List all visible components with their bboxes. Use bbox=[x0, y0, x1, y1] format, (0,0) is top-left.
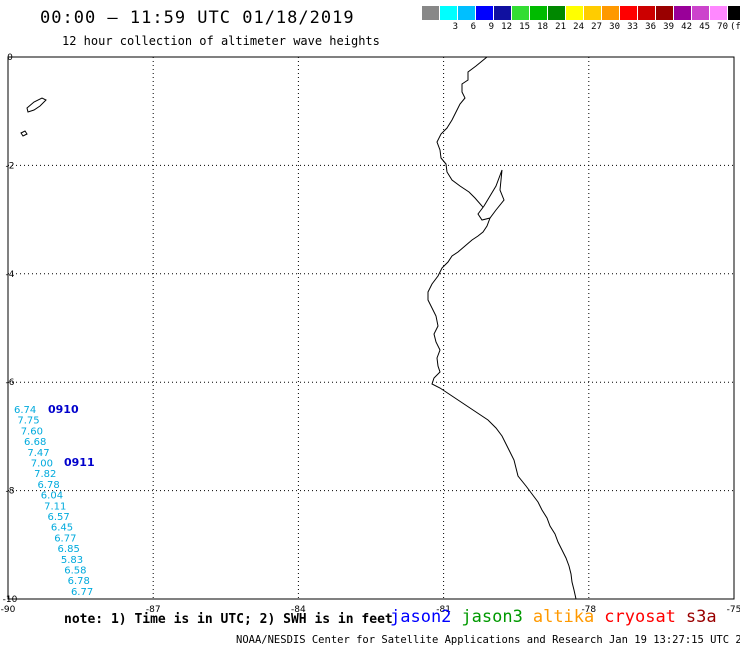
wave-height-label: 6.45 bbox=[51, 523, 73, 534]
y-tick-label: -6 bbox=[6, 378, 15, 388]
wave-height-label: 7.11 bbox=[44, 501, 66, 512]
legend-swatch bbox=[602, 6, 620, 20]
map-subtitle: 12 hour collection of altimeter wave hei… bbox=[62, 34, 380, 48]
satellite-jason2: jason2 bbox=[390, 607, 452, 627]
legend-label: 3 bbox=[452, 22, 458, 32]
legend-swatch bbox=[584, 6, 602, 20]
legend-swatch bbox=[494, 6, 512, 20]
wave-height-label: 7.75 bbox=[17, 416, 39, 427]
satellite-legend: jason2 jason3 altika cryosat s3a bbox=[390, 607, 727, 627]
galapagos-island bbox=[26, 97, 47, 113]
legend-label: 42 bbox=[681, 22, 692, 32]
wave-height-label: 6.77 bbox=[71, 587, 93, 598]
map-frame bbox=[7, 56, 735, 600]
legend-swatch bbox=[458, 6, 476, 20]
wave-height-label: 7.60 bbox=[21, 426, 43, 437]
legend-swatch bbox=[620, 6, 638, 20]
legend-swatch bbox=[548, 6, 566, 20]
x-tick-label: -78 bbox=[581, 605, 596, 615]
note-text: note: 1) Time is in UTC; 2) SWH is in fe… bbox=[64, 612, 393, 627]
map-title: 00:00 – 11:59 UTC 01/18/2019 bbox=[40, 8, 355, 28]
satellite-altika: altika bbox=[532, 607, 595, 627]
wave-height-label: 6.85 bbox=[58, 544, 80, 555]
y-tick-label: 0 bbox=[7, 53, 13, 63]
wave-height-label: 6.58 bbox=[64, 566, 86, 577]
wave-height-label: 6.04 bbox=[41, 491, 63, 502]
x-tick-label: -81 bbox=[436, 605, 451, 615]
wave-height-label: 6.57 bbox=[48, 512, 70, 523]
legend-label: 15 bbox=[519, 22, 530, 32]
legend-swatch bbox=[440, 6, 458, 20]
legend-unit: (ft) bbox=[730, 22, 740, 32]
wave-height-label: 6.78 bbox=[68, 576, 90, 587]
satellite-jason3: jason3 bbox=[461, 607, 523, 627]
axis-ticks: -90 -87 -84 -81 -78 -75 0 -2 -4 -6 -8 -10 bbox=[1, 53, 740, 615]
legend-label: 30 bbox=[609, 22, 620, 32]
legend-label: 27 bbox=[591, 22, 602, 32]
legend-label: 70 bbox=[717, 22, 728, 32]
legend-swatch bbox=[674, 6, 692, 20]
legend-label: 9 bbox=[488, 22, 494, 32]
x-tick-label: -75 bbox=[727, 605, 740, 615]
pass-time-label: 0910 bbox=[48, 403, 79, 416]
satellite-s3a: s3a bbox=[685, 607, 717, 627]
y-tick-label: -8 bbox=[6, 487, 15, 497]
legend-label: 6 bbox=[470, 22, 476, 32]
legend-swatch bbox=[710, 6, 728, 20]
legend-label: 39 bbox=[663, 22, 674, 32]
puna-island bbox=[477, 169, 505, 221]
y-tick-label: -2 bbox=[6, 161, 15, 171]
map-grid bbox=[8, 57, 734, 599]
coastline bbox=[20, 56, 577, 600]
galapagos-islet bbox=[20, 130, 28, 137]
x-tick-label: -87 bbox=[146, 605, 161, 615]
legend-swatch bbox=[476, 6, 494, 20]
coastline-path bbox=[427, 56, 577, 600]
y-tick-label: -10 bbox=[3, 595, 18, 605]
legend-swatch bbox=[638, 6, 656, 20]
x-tick-label: -84 bbox=[291, 605, 306, 615]
satellite-cryosat: cryosat bbox=[604, 607, 676, 627]
legend-label: 12 bbox=[501, 22, 512, 32]
color-legend bbox=[422, 6, 740, 20]
legend-swatch bbox=[692, 6, 710, 20]
pass-time-label: 0911 bbox=[64, 456, 95, 469]
wave-height-label: 6.68 bbox=[24, 437, 46, 448]
legend-swatch bbox=[566, 6, 584, 20]
legend-swatch bbox=[656, 6, 674, 20]
wave-height-label: 6.74 bbox=[14, 405, 36, 416]
legend-swatch bbox=[728, 6, 740, 20]
legend-label: 18 bbox=[537, 22, 548, 32]
legend-label: 21 bbox=[555, 22, 566, 32]
wave-height-label: 7.47 bbox=[27, 448, 49, 459]
footer-credit: NOAA/NESDIS Center for Satellite Applica… bbox=[236, 634, 740, 646]
wave-height-label: 5.83 bbox=[61, 555, 83, 566]
wave-height-label: 7.82 bbox=[34, 469, 56, 480]
legend-label: 33 bbox=[627, 22, 638, 32]
legend-label: 24 bbox=[573, 22, 584, 32]
legend-label: 36 bbox=[645, 22, 656, 32]
legend-label: 45 bbox=[699, 22, 710, 32]
x-tick-label: -90 bbox=[1, 605, 16, 615]
wave-observations: 6.747.757.606.687.477.007.826.786.047.11… bbox=[14, 403, 95, 598]
wave-height-label: 7.00 bbox=[31, 459, 53, 470]
wave-height-label: 6.78 bbox=[37, 480, 59, 491]
wave-height-label: 6.77 bbox=[54, 533, 76, 544]
y-tick-label: -4 bbox=[6, 270, 15, 280]
legend-swatch bbox=[422, 6, 440, 20]
legend-swatch bbox=[512, 6, 530, 20]
legend-swatch bbox=[530, 6, 548, 20]
